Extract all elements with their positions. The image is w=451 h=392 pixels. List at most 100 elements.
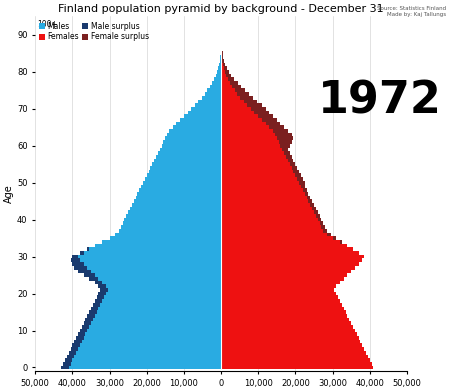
Bar xyxy=(221,340,360,343)
Bar xyxy=(158,151,221,155)
Bar xyxy=(314,211,318,214)
Bar xyxy=(106,284,221,288)
Bar xyxy=(91,307,98,310)
Bar xyxy=(254,111,269,114)
Bar xyxy=(221,211,314,214)
Bar xyxy=(102,240,221,244)
Bar xyxy=(221,48,222,51)
Bar xyxy=(221,66,224,70)
Bar xyxy=(221,74,226,77)
Bar xyxy=(212,81,221,85)
Bar xyxy=(184,114,221,118)
Bar xyxy=(161,144,221,147)
Bar xyxy=(67,354,74,358)
Bar xyxy=(210,85,221,89)
Bar xyxy=(205,92,221,96)
Bar xyxy=(221,59,222,63)
Bar xyxy=(106,292,221,296)
Bar xyxy=(221,284,336,288)
Bar xyxy=(221,199,308,203)
Bar xyxy=(221,51,222,55)
Bar xyxy=(87,314,95,318)
Bar xyxy=(207,89,221,92)
Bar xyxy=(98,284,106,288)
Bar xyxy=(232,85,241,89)
Bar xyxy=(119,229,221,232)
Bar xyxy=(93,318,221,321)
Bar xyxy=(224,66,227,70)
Bar xyxy=(95,299,102,303)
Bar xyxy=(221,181,299,185)
Bar xyxy=(147,173,221,177)
Bar xyxy=(95,314,221,318)
Bar xyxy=(70,347,78,351)
Bar xyxy=(221,270,351,273)
Bar xyxy=(80,343,221,347)
Bar xyxy=(165,136,221,140)
Bar xyxy=(221,147,282,151)
Bar xyxy=(152,162,221,166)
Bar xyxy=(221,162,290,166)
Bar xyxy=(83,336,221,340)
Bar xyxy=(191,107,221,111)
Bar xyxy=(288,159,294,162)
Bar xyxy=(319,221,323,225)
Bar xyxy=(82,325,89,328)
Bar xyxy=(221,125,269,129)
Bar xyxy=(156,155,221,159)
Bar xyxy=(138,192,221,196)
Bar xyxy=(136,196,221,199)
Bar xyxy=(95,244,221,247)
Bar xyxy=(143,181,221,185)
Bar xyxy=(221,151,284,155)
Bar xyxy=(83,262,221,266)
Bar xyxy=(115,232,221,236)
Bar xyxy=(221,354,368,358)
Bar xyxy=(78,332,85,336)
Bar xyxy=(100,288,108,292)
Bar xyxy=(222,59,224,63)
Bar xyxy=(221,85,232,89)
Bar xyxy=(74,354,221,358)
Bar xyxy=(188,111,221,114)
Bar xyxy=(221,103,247,107)
Bar xyxy=(221,133,275,136)
Bar xyxy=(133,199,221,203)
Bar xyxy=(316,214,319,218)
Bar xyxy=(221,332,357,336)
Bar xyxy=(74,340,82,343)
Bar xyxy=(275,133,292,136)
Bar xyxy=(221,262,359,266)
Bar xyxy=(221,159,288,162)
Bar xyxy=(102,299,221,303)
Bar xyxy=(223,63,226,66)
Bar xyxy=(247,103,262,107)
Bar xyxy=(195,103,221,107)
Legend: Males, Females, Male surplus, Female surplus: Males, Females, Male surplus, Female sur… xyxy=(39,22,149,42)
Bar xyxy=(216,74,221,77)
Bar xyxy=(221,266,355,270)
Bar xyxy=(301,185,304,188)
Bar xyxy=(87,266,221,270)
Bar xyxy=(89,325,221,328)
Bar xyxy=(108,288,221,292)
Bar xyxy=(340,240,342,244)
Bar xyxy=(221,232,327,236)
Bar xyxy=(281,144,290,147)
Bar xyxy=(132,203,221,207)
Bar xyxy=(91,321,221,325)
Bar xyxy=(237,92,249,96)
Bar xyxy=(151,166,221,170)
Bar xyxy=(295,173,301,177)
Bar xyxy=(282,147,288,151)
Bar xyxy=(83,321,91,325)
Bar xyxy=(72,262,83,266)
Bar xyxy=(221,229,323,232)
Bar xyxy=(273,129,288,133)
Bar xyxy=(95,281,102,284)
Bar xyxy=(221,207,312,211)
Bar xyxy=(148,170,221,173)
Bar xyxy=(221,307,344,310)
Bar xyxy=(130,207,221,211)
Bar xyxy=(160,147,221,151)
